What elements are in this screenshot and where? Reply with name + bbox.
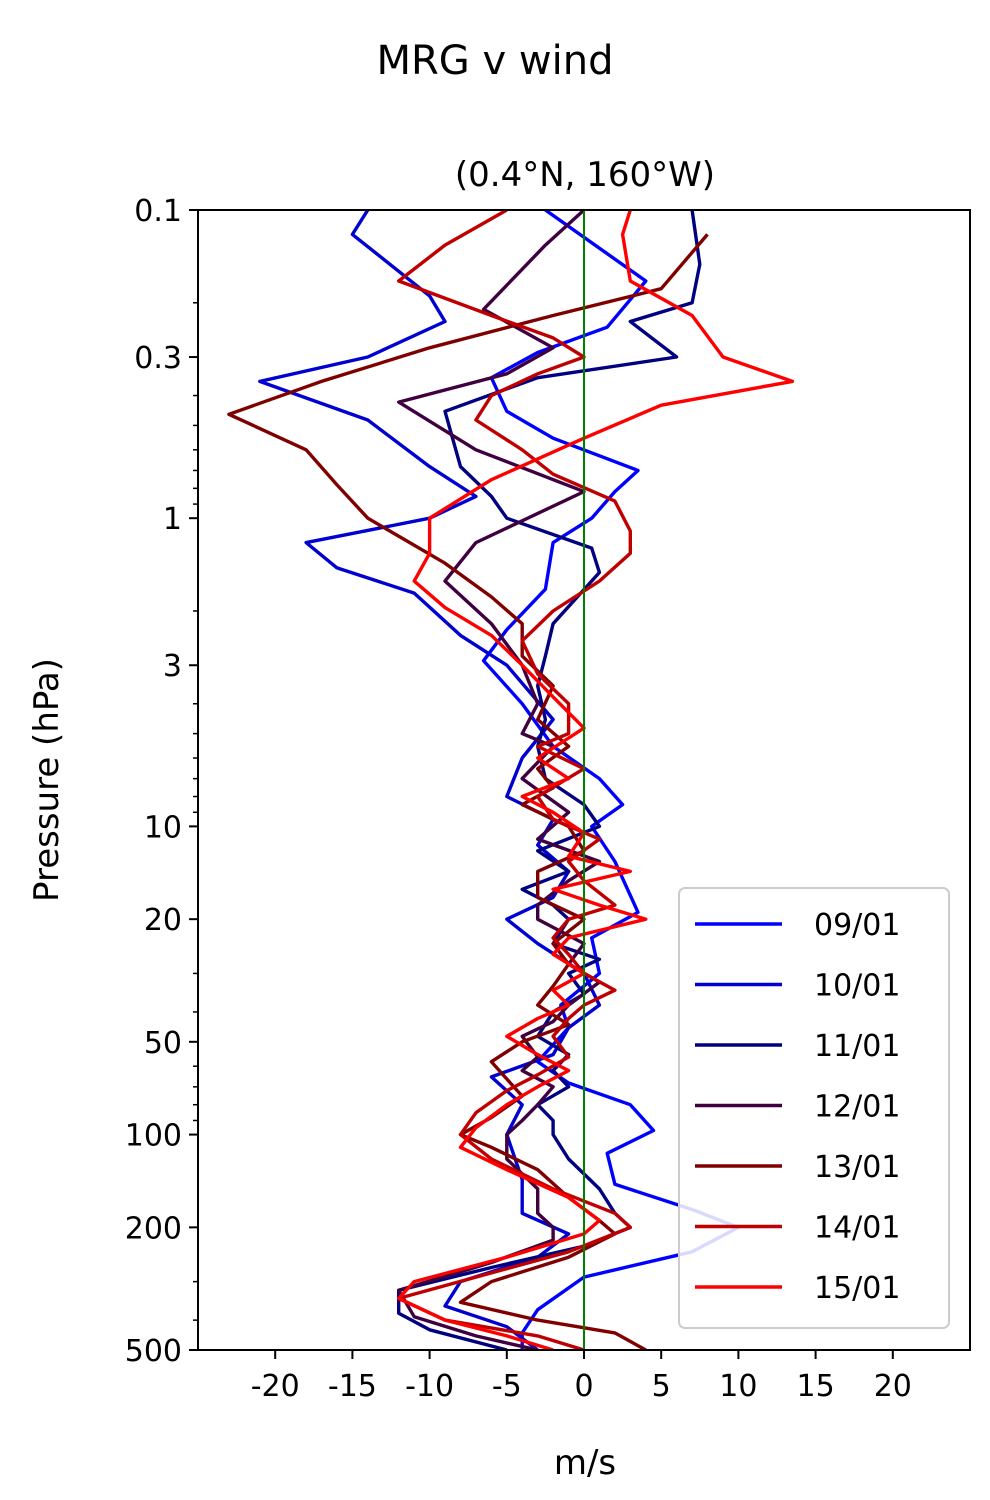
y-tick-label: 0.1 (134, 194, 182, 229)
y-tick-label: 1 (163, 502, 182, 537)
x-axis-label: m/s (554, 1443, 616, 1483)
series-line-10-01 (258, 210, 602, 1350)
x-tick-label: -20 (251, 1369, 300, 1404)
x-tick-label: -15 (328, 1369, 377, 1404)
legend-label: 13/01 (814, 1150, 900, 1185)
y-tick-label: 50 (144, 1026, 182, 1061)
y-tick-label: 3 (163, 649, 182, 684)
legend-label: 09/01 (814, 908, 900, 943)
legend-label: 10/01 (814, 969, 900, 1004)
x-tick-label: -5 (492, 1369, 522, 1404)
y-tick-label: 200 (125, 1211, 182, 1246)
x-tick-label: -10 (405, 1369, 454, 1404)
y-axis-label: Pressure (hPa) (27, 658, 67, 902)
series-line-12-01 (397, 210, 602, 1350)
legend: 09/01 10/01 11/01 12/01 13/01 14/01 15/01 (678, 887, 950, 1329)
x-axis: -20 -15 -10 -5 0 5 10 15 20 (251, 1350, 912, 1404)
x-tick-label: 10 (719, 1369, 757, 1404)
series-layer (227, 210, 795, 1350)
x-tick-label: 15 (797, 1369, 835, 1404)
x-tick-label: 20 (874, 1369, 912, 1404)
legend-label: 12/01 (814, 1090, 900, 1125)
legend-label: 15/01 (814, 1271, 900, 1306)
series-line-15-01 (397, 210, 795, 1350)
y-tick-label: 10 (144, 810, 182, 845)
x-tick-label: 0 (574, 1369, 593, 1404)
y-axis: 0.1 0.3 1 3 10 20 50 100 200 500 (125, 194, 198, 1369)
series-line-14-01 (397, 210, 632, 1350)
axes-subtitle: (0.4°N, 160°W) (455, 155, 715, 195)
y-tick-label: 0.3 (134, 341, 182, 376)
y-tick-label: 100 (125, 1119, 182, 1154)
x-tick-label: 5 (652, 1369, 671, 1404)
y-tick-label: 20 (144, 903, 182, 938)
legend-label: 11/01 (814, 1029, 900, 1064)
legend-label: 14/01 (814, 1211, 900, 1246)
y-tick-label: 500 (125, 1334, 182, 1369)
figure-title: MRG v wind (377, 38, 614, 84)
legend-frame (678, 887, 950, 1329)
